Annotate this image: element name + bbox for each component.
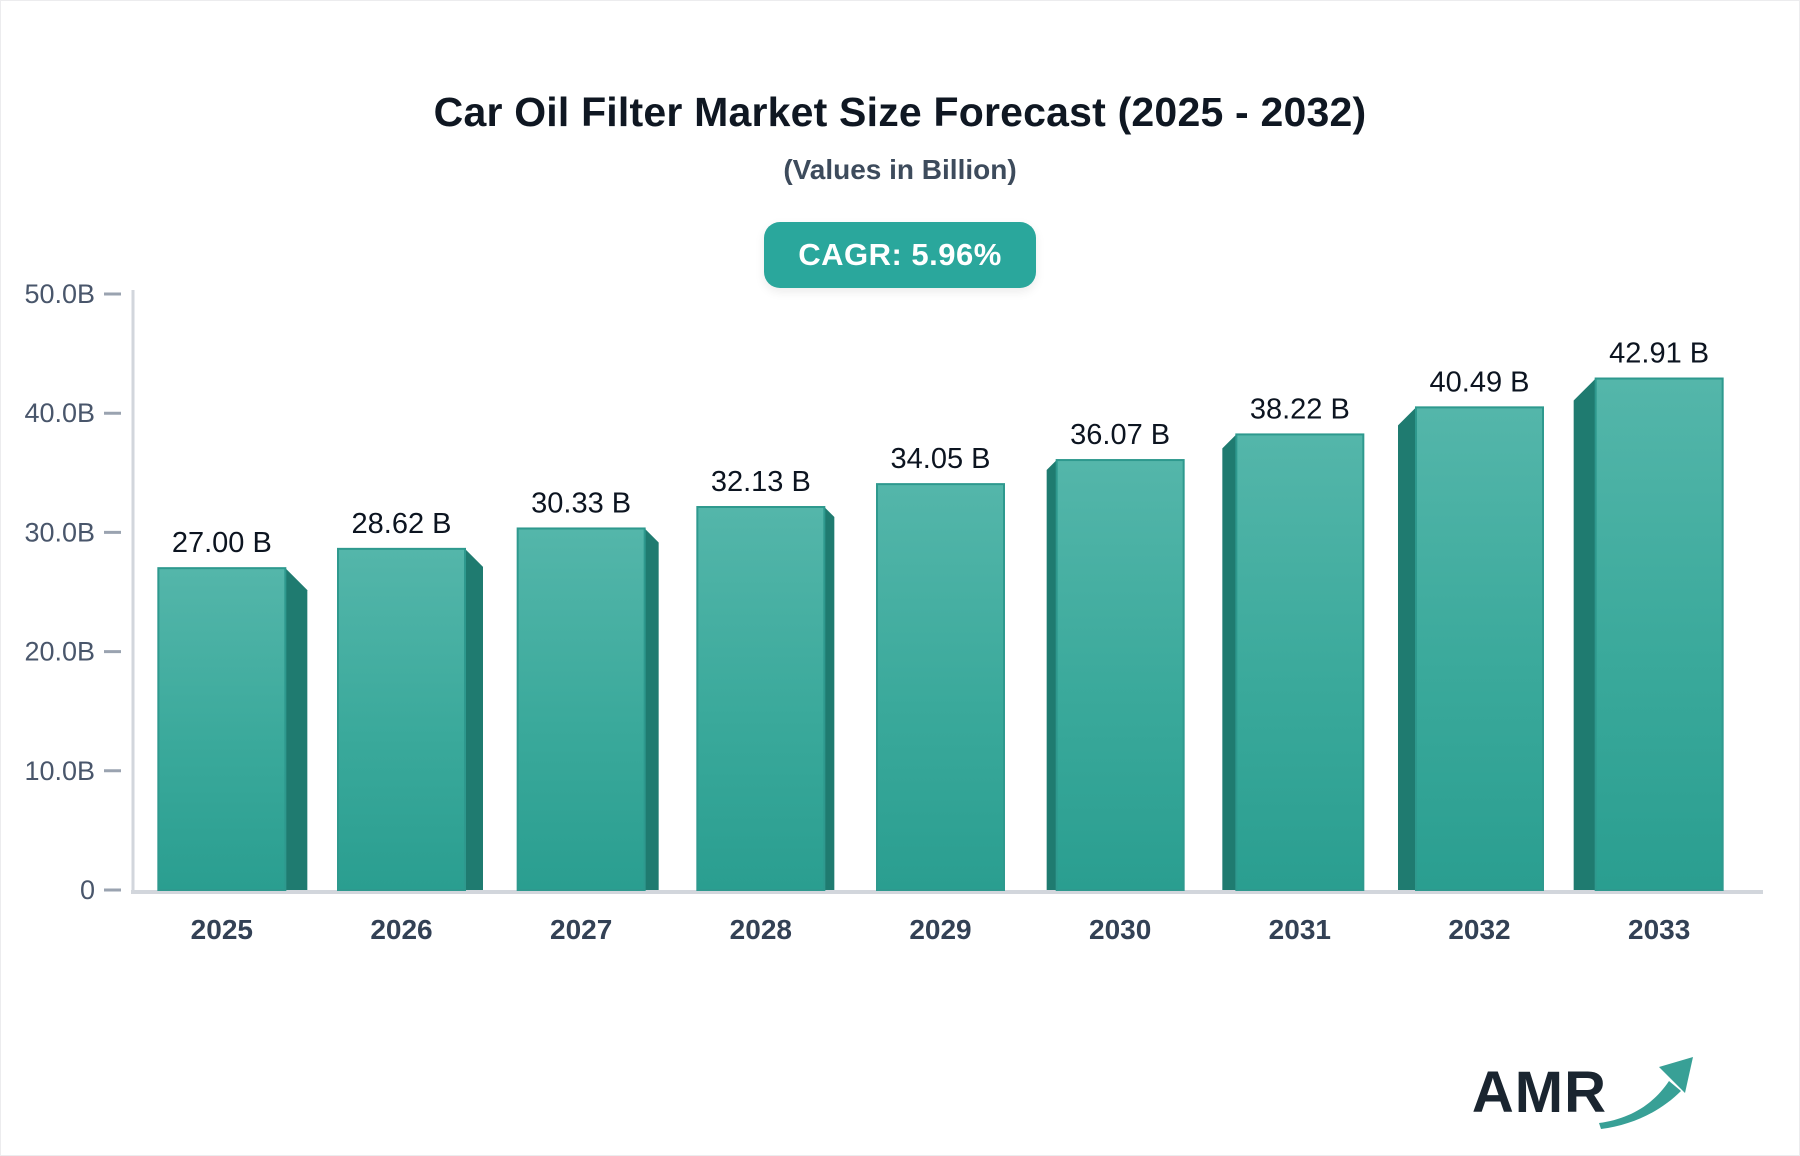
bar-front-face [516, 527, 646, 891]
y-tick-label: 20.0B [24, 637, 95, 667]
bar-2027 [516, 527, 659, 891]
bar-value-label: 30.33 B [531, 487, 631, 519]
bar-front-face [1415, 406, 1544, 891]
amr-logo: AMR [1472, 1051, 1699, 1133]
bar-2029 [876, 483, 1005, 891]
bar-value-label: 40.49 B [1430, 366, 1530, 398]
bar-value-label: 28.62 B [352, 508, 452, 540]
bar-2030 [1046, 459, 1185, 891]
x-category-label: 2029 [909, 914, 971, 945]
x-category-label: 2033 [1628, 914, 1690, 945]
bar-side-face [1398, 407, 1416, 890]
x-category-label: 2027 [550, 914, 612, 945]
x-category-label: 2032 [1448, 914, 1510, 945]
chart-subtitle: (Values in Billion) [783, 154, 1017, 185]
x-category-label: 2025 [191, 914, 253, 945]
bar-side-face [1046, 460, 1057, 890]
x-category-label: 2031 [1269, 914, 1331, 945]
y-tick-label: 0 [80, 875, 95, 905]
y-tick-label: 10.0B [24, 756, 95, 786]
bar-2031 [1222, 433, 1365, 891]
y-tick-label: 50.0B [24, 279, 95, 309]
bar-front-face [696, 506, 826, 891]
bar-front-face [876, 483, 1005, 891]
bar-front-face [1235, 433, 1365, 891]
cagr-badge-label: CAGR: 5.96% [798, 237, 1002, 272]
bar-2032 [1398, 406, 1544, 891]
bar-side-face [1222, 434, 1237, 890]
x-category-label: 2028 [730, 914, 792, 945]
bar-2028 [696, 506, 835, 891]
bar-2025 [157, 567, 308, 891]
amr-logo-text: AMR [1471, 1059, 1607, 1125]
bar-front-face [1594, 377, 1724, 891]
bar-value-label: 38.22 B [1250, 393, 1350, 425]
y-tick-label: 40.0B [24, 398, 95, 428]
bar-front-face [337, 547, 466, 891]
bar-side-face [824, 507, 835, 890]
y-tick-label: 30.0B [24, 517, 95, 547]
arrow-swoosh [1599, 1081, 1681, 1129]
bar-front-face [1055, 459, 1185, 891]
bar-value-label: 34.05 B [891, 443, 991, 475]
bar-2033 [1573, 377, 1724, 891]
bar-side-face [644, 528, 659, 890]
bar-side-face [1573, 378, 1596, 890]
bar-2026 [337, 547, 483, 891]
bar-value-label: 36.07 B [1070, 419, 1170, 451]
bar-front-face [157, 567, 287, 891]
cagr-badge: CAGR: 5.96% [764, 222, 1036, 288]
x-category-label: 2026 [370, 914, 432, 945]
bar-value-label: 27.00 B [172, 527, 272, 559]
chart-header: Car Oil Filter Market Size Forecast (202… [1, 1, 1799, 288]
x-category-label: 2030 [1089, 914, 1151, 945]
bar-side-face [465, 548, 483, 890]
bar-value-label: 42.91 B [1609, 338, 1709, 370]
chart-title: Car Oil Filter Market Size Forecast (202… [433, 89, 1367, 135]
bar-side-face [285, 568, 308, 890]
growth-arrow-icon [1599, 1057, 1693, 1129]
arrow-head [1659, 1057, 1693, 1093]
bar-value-label: 32.13 B [711, 466, 811, 498]
